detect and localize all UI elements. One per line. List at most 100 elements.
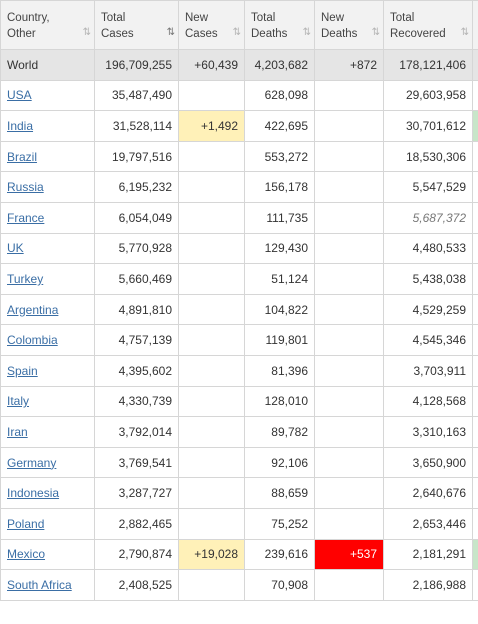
table-row: Argentina 4,891,810 104,822 4,529,259 [0, 293, 478, 326]
new-cases [178, 416, 245, 448]
country-name: World [0, 49, 95, 81]
header-total-deaths[interactable]: Total Deaths ⇅ [244, 0, 315, 50]
country-cell: Russia [0, 171, 95, 203]
total-recovered: 2,653,446 [383, 507, 473, 540]
sort-icon[interactable]: ⇅ [82, 27, 92, 38]
row-edge [472, 416, 478, 448]
total-deaths: 156,178 [244, 171, 315, 203]
country-link[interactable]: USA [7, 88, 32, 103]
new-deaths [314, 110, 384, 142]
total-deaths: 119,801 [244, 324, 315, 356]
row-edge [472, 385, 478, 418]
new-deaths [314, 232, 384, 265]
header-line1: New [321, 12, 345, 24]
header-line2: Deaths [321, 28, 358, 40]
country-link[interactable]: Italy [7, 394, 30, 409]
country-link[interactable]: France [7, 210, 45, 225]
country-link[interactable]: Poland [7, 516, 45, 531]
country-link[interactable]: Indonesia [7, 486, 60, 501]
total-deaths: 70,908 [244, 569, 315, 601]
country-link[interactable]: Argentina [7, 302, 59, 317]
country-cell: USA [0, 79, 95, 112]
total-deaths: 129,430 [244, 232, 315, 265]
new-deaths [314, 293, 384, 326]
total-recovered: 2,181,291 [383, 538, 473, 571]
row-edge [472, 324, 478, 356]
total-cases: 3,792,014 [94, 416, 179, 448]
header-line2: Other [7, 28, 36, 40]
table-row: Germany 3,769,541 92,106 3,650,900 [0, 446, 478, 479]
sort-icon[interactable]: ⇅ [460, 27, 470, 38]
total-deaths: 628,098 [244, 79, 315, 112]
total-deaths: 553,272 [244, 140, 315, 173]
country-link[interactable]: Russia [7, 180, 44, 195]
total-recovered: 178,121,406 [383, 49, 473, 81]
header-country[interactable]: Country, Other ⇅ [0, 0, 95, 50]
total-recovered: 5,687,372 [383, 201, 473, 234]
table-row: France 6,054,049 111,735 5,687,372 [0, 201, 478, 234]
table-row: Spain 4,395,602 81,396 3,703,911 [0, 354, 478, 387]
country-link[interactable]: India [7, 118, 34, 133]
total-cases: 6,195,232 [94, 171, 179, 203]
total-deaths: 128,010 [244, 385, 315, 418]
total-cases: 31,528,114 [94, 110, 179, 142]
sort-desc-icon[interactable]: ⇅ [166, 27, 176, 38]
country-link[interactable]: Brazil [7, 149, 38, 164]
new-cases: +60,439 [178, 49, 245, 81]
country-cell: Colombia [0, 324, 95, 356]
row-edge [472, 263, 478, 295]
header-total-recovered[interactable]: Total Recovered ⇅ [383, 0, 473, 50]
country-link[interactable]: Turkey [7, 271, 44, 286]
total-cases: 3,769,541 [94, 446, 179, 479]
total-recovered: 3,650,900 [383, 446, 473, 479]
sort-icon[interactable]: ⇅ [371, 27, 381, 38]
total-recovered: 5,438,038 [383, 263, 473, 295]
covid-stats-table: Country, Other ⇅ Total Cases ⇅ New Cases ⇅ … [0, 0, 478, 601]
header-line1: Total [101, 12, 126, 24]
sort-icon[interactable]: ⇅ [302, 27, 312, 38]
new-deaths [314, 477, 384, 509]
total-recovered: 4,529,259 [383, 293, 473, 326]
total-deaths: 239,616 [244, 538, 315, 571]
new-deaths [314, 171, 384, 203]
total-cases: 19,797,516 [94, 140, 179, 173]
new-cases [178, 569, 245, 601]
row-edge [472, 538, 478, 571]
new-cases [178, 232, 245, 265]
total-cases: 5,660,469 [94, 263, 179, 295]
header-line1: New [185, 12, 209, 24]
sort-icon[interactable]: ⇅ [232, 27, 242, 38]
row-edge [472, 140, 478, 173]
country-link[interactable]: Mexico [7, 547, 46, 562]
country-link[interactable]: UK [7, 241, 24, 256]
header-line1: Total [390, 12, 415, 24]
country-cell: Turkey [0, 263, 95, 295]
header-total-cases[interactable]: Total Cases ⇅ [94, 0, 179, 50]
header-row: Country, Other ⇅ Total Cases ⇅ New Cases ⇅ … [0, 0, 478, 50]
country-link[interactable]: Colombia [7, 333, 58, 348]
total-recovered: 4,480,533 [383, 232, 473, 265]
total-deaths: 75,252 [244, 507, 315, 540]
new-cases [178, 354, 245, 387]
header-line2: Cases [185, 28, 218, 40]
table-row: UK 5,770,928 129,430 4,480,533 [0, 232, 478, 265]
total-deaths: 92,106 [244, 446, 315, 479]
new-deaths [314, 507, 384, 540]
row-edge [472, 293, 478, 326]
country-link[interactable]: South Africa [7, 577, 72, 592]
country-cell: Iran [0, 416, 95, 448]
header-new-cases[interactable]: New Cases ⇅ [178, 0, 245, 50]
header-line1: Country, [7, 12, 50, 24]
row-edge [472, 507, 478, 540]
country-cell: Brazil [0, 140, 95, 173]
new-deaths [314, 201, 384, 234]
country-link[interactable]: Germany [7, 455, 57, 470]
table-row: Brazil 19,797,516 553,272 18,530,306 [0, 140, 478, 173]
total-deaths: 4,203,682 [244, 49, 315, 81]
header-new-deaths[interactable]: New Deaths ⇅ [314, 0, 384, 50]
table-row: USA 35,487,490 628,098 29,603,958 [0, 79, 478, 112]
row-edge [472, 201, 478, 234]
table-row: Turkey 5,660,469 51,124 5,438,038 [0, 263, 478, 295]
country-link[interactable]: Iran [7, 424, 28, 439]
country-link[interactable]: Spain [7, 363, 38, 378]
